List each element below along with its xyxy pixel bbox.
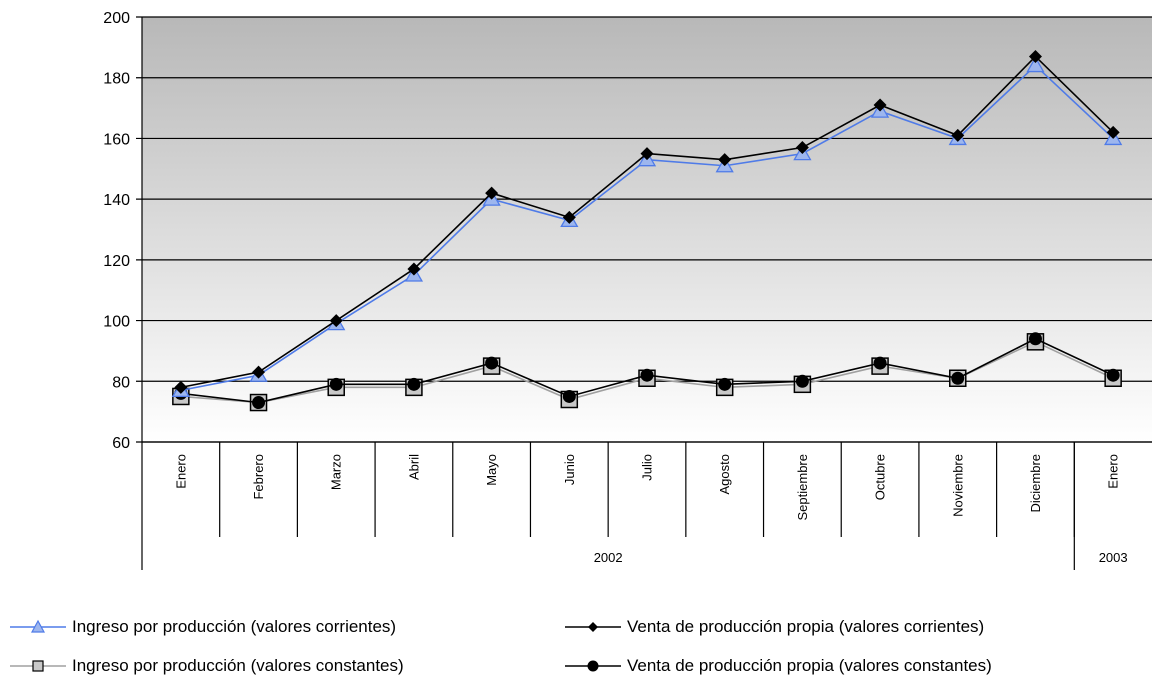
category-label: Noviembre	[950, 454, 965, 517]
year-label: 2003	[1099, 550, 1128, 565]
y-tick-label: 200	[103, 10, 130, 27]
data-point-diamond	[951, 128, 965, 142]
triangle-marker-icon	[10, 619, 66, 633]
data-point-circle	[718, 377, 732, 391]
data-point-triangle	[1026, 56, 1045, 73]
legend-item-series-2: Ingreso por producción (valores constant…	[10, 656, 404, 676]
data-point-diamond	[640, 147, 654, 161]
legend-item-series-3: Venta de producción propia (valores cons…	[565, 656, 992, 676]
y-tick-label: 120	[103, 253, 130, 270]
y-tick-label: 80	[112, 374, 130, 391]
category-label: Septiembre	[795, 454, 810, 520]
category-label: Mayo	[484, 454, 499, 486]
y-tick-label: 60	[112, 435, 130, 452]
data-point-circle	[795, 374, 809, 388]
y-tick-label: 160	[103, 131, 130, 148]
data-point-circle	[329, 377, 343, 391]
data-point-circle	[407, 377, 421, 391]
data-point-circle	[951, 371, 965, 385]
legend-item-series-1: Venta de producción propia (valores corr…	[565, 617, 984, 637]
data-point-diamond	[174, 380, 188, 394]
data-point-circle	[640, 368, 654, 382]
data-point-diamond	[562, 210, 576, 224]
legend-label: Ingreso por producción (valores corrient…	[72, 617, 397, 636]
diamond-marker-icon	[565, 622, 621, 632]
legend-label: Venta de producción propia (valores corr…	[627, 617, 985, 636]
circle-marker-icon	[565, 660, 621, 672]
category-label: Abril	[406, 454, 421, 480]
data-point-diamond	[1028, 49, 1042, 63]
category-label: Marzo	[329, 454, 344, 490]
data-point-circle	[485, 356, 499, 370]
category-label: Diciembre	[1028, 454, 1043, 513]
y-axis-ticks: 60 80 100 120 140 160 180 200	[103, 10, 130, 452]
data-point-diamond	[873, 98, 887, 112]
data-point-circle	[562, 389, 576, 403]
legend: Ingreso por producción (valores corrient…	[0, 600, 1152, 686]
category-label: Agosto	[717, 454, 732, 494]
axes	[141, 17, 1152, 570]
data-point-circle	[873, 356, 887, 370]
y-tick-label: 180	[103, 71, 130, 88]
data-point-diamond	[795, 141, 809, 155]
data-point-diamond	[718, 153, 732, 167]
data-point-circle	[252, 396, 266, 410]
data-point-circle	[1028, 332, 1042, 346]
x-axis-categories: Enero Febrero Marzo Abril Mayo Junio Julio Agos…	[173, 442, 1128, 570]
category-label: Octubre	[873, 454, 888, 500]
year-label: 2002	[594, 550, 623, 565]
y-tick-label: 100	[103, 314, 130, 331]
line-chart: 60 80 100 120 140 160 180 200 Enero Febrero Marzo…	[103, 10, 1152, 570]
category-label: Enero	[173, 454, 188, 489]
category-label: Febrero	[251, 454, 266, 500]
category-label: Julio	[640, 454, 655, 481]
legend-item-series-0: Ingreso por producción (valores corrient…	[10, 617, 396, 637]
data-point-diamond	[485, 186, 499, 200]
category-label: Junio	[562, 454, 577, 485]
square-marker-icon	[10, 660, 66, 672]
category-label: Enero	[1106, 454, 1121, 489]
data-point-diamond	[407, 262, 421, 276]
data-point-circle	[1106, 368, 1120, 382]
legend-label: Venta de producción propia (valores cons…	[627, 656, 992, 675]
legend-label: Ingreso por producción (valores constant…	[72, 656, 404, 675]
data-point-diamond	[329, 314, 343, 328]
y-tick-label: 140	[103, 192, 130, 209]
data-point-diamond	[1106, 125, 1120, 139]
data-point-diamond	[252, 365, 266, 379]
series	[171, 49, 1123, 412]
